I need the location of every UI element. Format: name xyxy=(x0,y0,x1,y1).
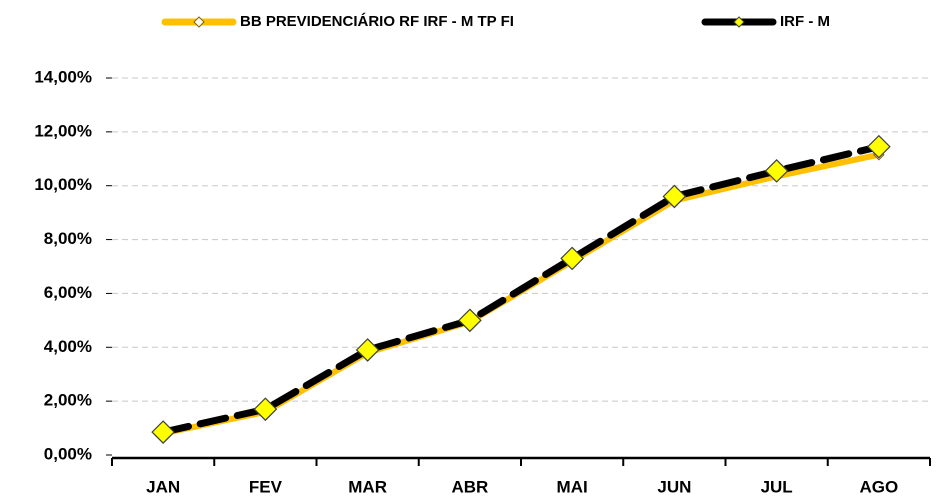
y-tick-label: 8,00% xyxy=(44,229,92,248)
x-tick-label: MAI xyxy=(557,477,588,496)
y-tick-label: 12,00% xyxy=(34,121,92,140)
legend-marker xyxy=(193,16,205,28)
legend-marker xyxy=(733,16,745,28)
marker xyxy=(458,308,482,333)
marker xyxy=(764,159,789,183)
marker xyxy=(662,184,687,209)
series-line xyxy=(159,143,883,436)
x-tick-label: AGO xyxy=(860,477,899,496)
legend-label: BB PREVIDENCIÁRIO RF IRF - M TP FI xyxy=(240,13,514,30)
y-tick-label: 10,00% xyxy=(34,175,92,194)
x-tick-label: ABR xyxy=(451,477,488,496)
marker xyxy=(560,246,584,271)
x-tick-label: FEV xyxy=(249,477,283,496)
x-tick-label: JAN xyxy=(146,477,180,496)
y-tick-label: 14,00% xyxy=(34,67,92,86)
marker xyxy=(867,134,891,159)
marker xyxy=(151,420,175,444)
y-tick-label: 6,00% xyxy=(44,283,92,302)
y-tick-label: 4,00% xyxy=(44,337,92,356)
y-tick-label: 0,00% xyxy=(44,444,92,463)
x-tick-label: JUN xyxy=(657,477,691,496)
marker xyxy=(253,397,278,422)
x-tick-label: JUL xyxy=(761,477,793,496)
legend-label: IRF - M xyxy=(780,13,830,30)
x-tick-label: MAR xyxy=(348,477,387,496)
y-tick-label: 2,00% xyxy=(44,391,92,410)
series-line xyxy=(160,151,882,437)
marker xyxy=(355,338,380,362)
